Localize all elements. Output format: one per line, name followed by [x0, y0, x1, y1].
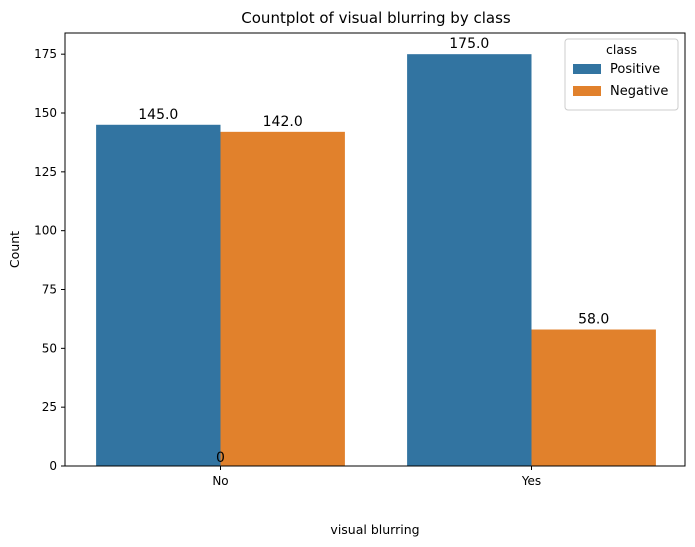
legend-label-positive: Positive [610, 62, 660, 77]
chart-title: Countplot of visual blurring by class [241, 9, 511, 27]
legend-swatch-negative [573, 86, 601, 96]
bar-negative-no [220, 131, 345, 466]
bar-value-label: 145.0 [138, 107, 178, 123]
legend-title: class [606, 42, 637, 57]
y-tick-label: 150 [34, 106, 57, 120]
y-axis-label: Count [7, 231, 22, 268]
bar-positive-yes [407, 54, 532, 466]
x-axis-ticks: No Yes [212, 466, 541, 488]
bar-negative-yes [531, 329, 656, 466]
legend-swatch-positive [573, 64, 601, 74]
bar-labels-group: 145.0 175.0 142.0 58.0 0 [138, 36, 609, 466]
y-tick-label: 75 [42, 283, 57, 297]
bars-group [96, 54, 656, 467]
y-axis-ticks: 0 25 50 75 100 125 150 175 [34, 47, 65, 473]
x-tick-label: No [212, 474, 228, 488]
x-tick-label: Yes [521, 474, 541, 488]
plot-frame [64, 32, 686, 467]
legend: class Positive Negative [564, 38, 679, 111]
legend-label-negative: Negative [610, 84, 668, 99]
zero-annotation-label: 0 [216, 450, 225, 466]
bar-value-label: 58.0 [578, 312, 609, 328]
bar-value-label: 142.0 [263, 114, 303, 130]
y-tick-label: 25 [42, 400, 57, 414]
y-tick-label: 0 [49, 459, 57, 473]
legend-items: Positive Negative [573, 62, 668, 99]
y-tick-label: 100 [34, 224, 57, 238]
bar-value-label: 175.0 [449, 36, 489, 52]
x-axis-label: visual blurring [330, 522, 419, 537]
y-tick-label: 175 [34, 47, 57, 61]
bar-positive-no [96, 124, 221, 467]
y-tick-label: 50 [42, 341, 57, 355]
y-tick-label: 125 [34, 165, 57, 179]
